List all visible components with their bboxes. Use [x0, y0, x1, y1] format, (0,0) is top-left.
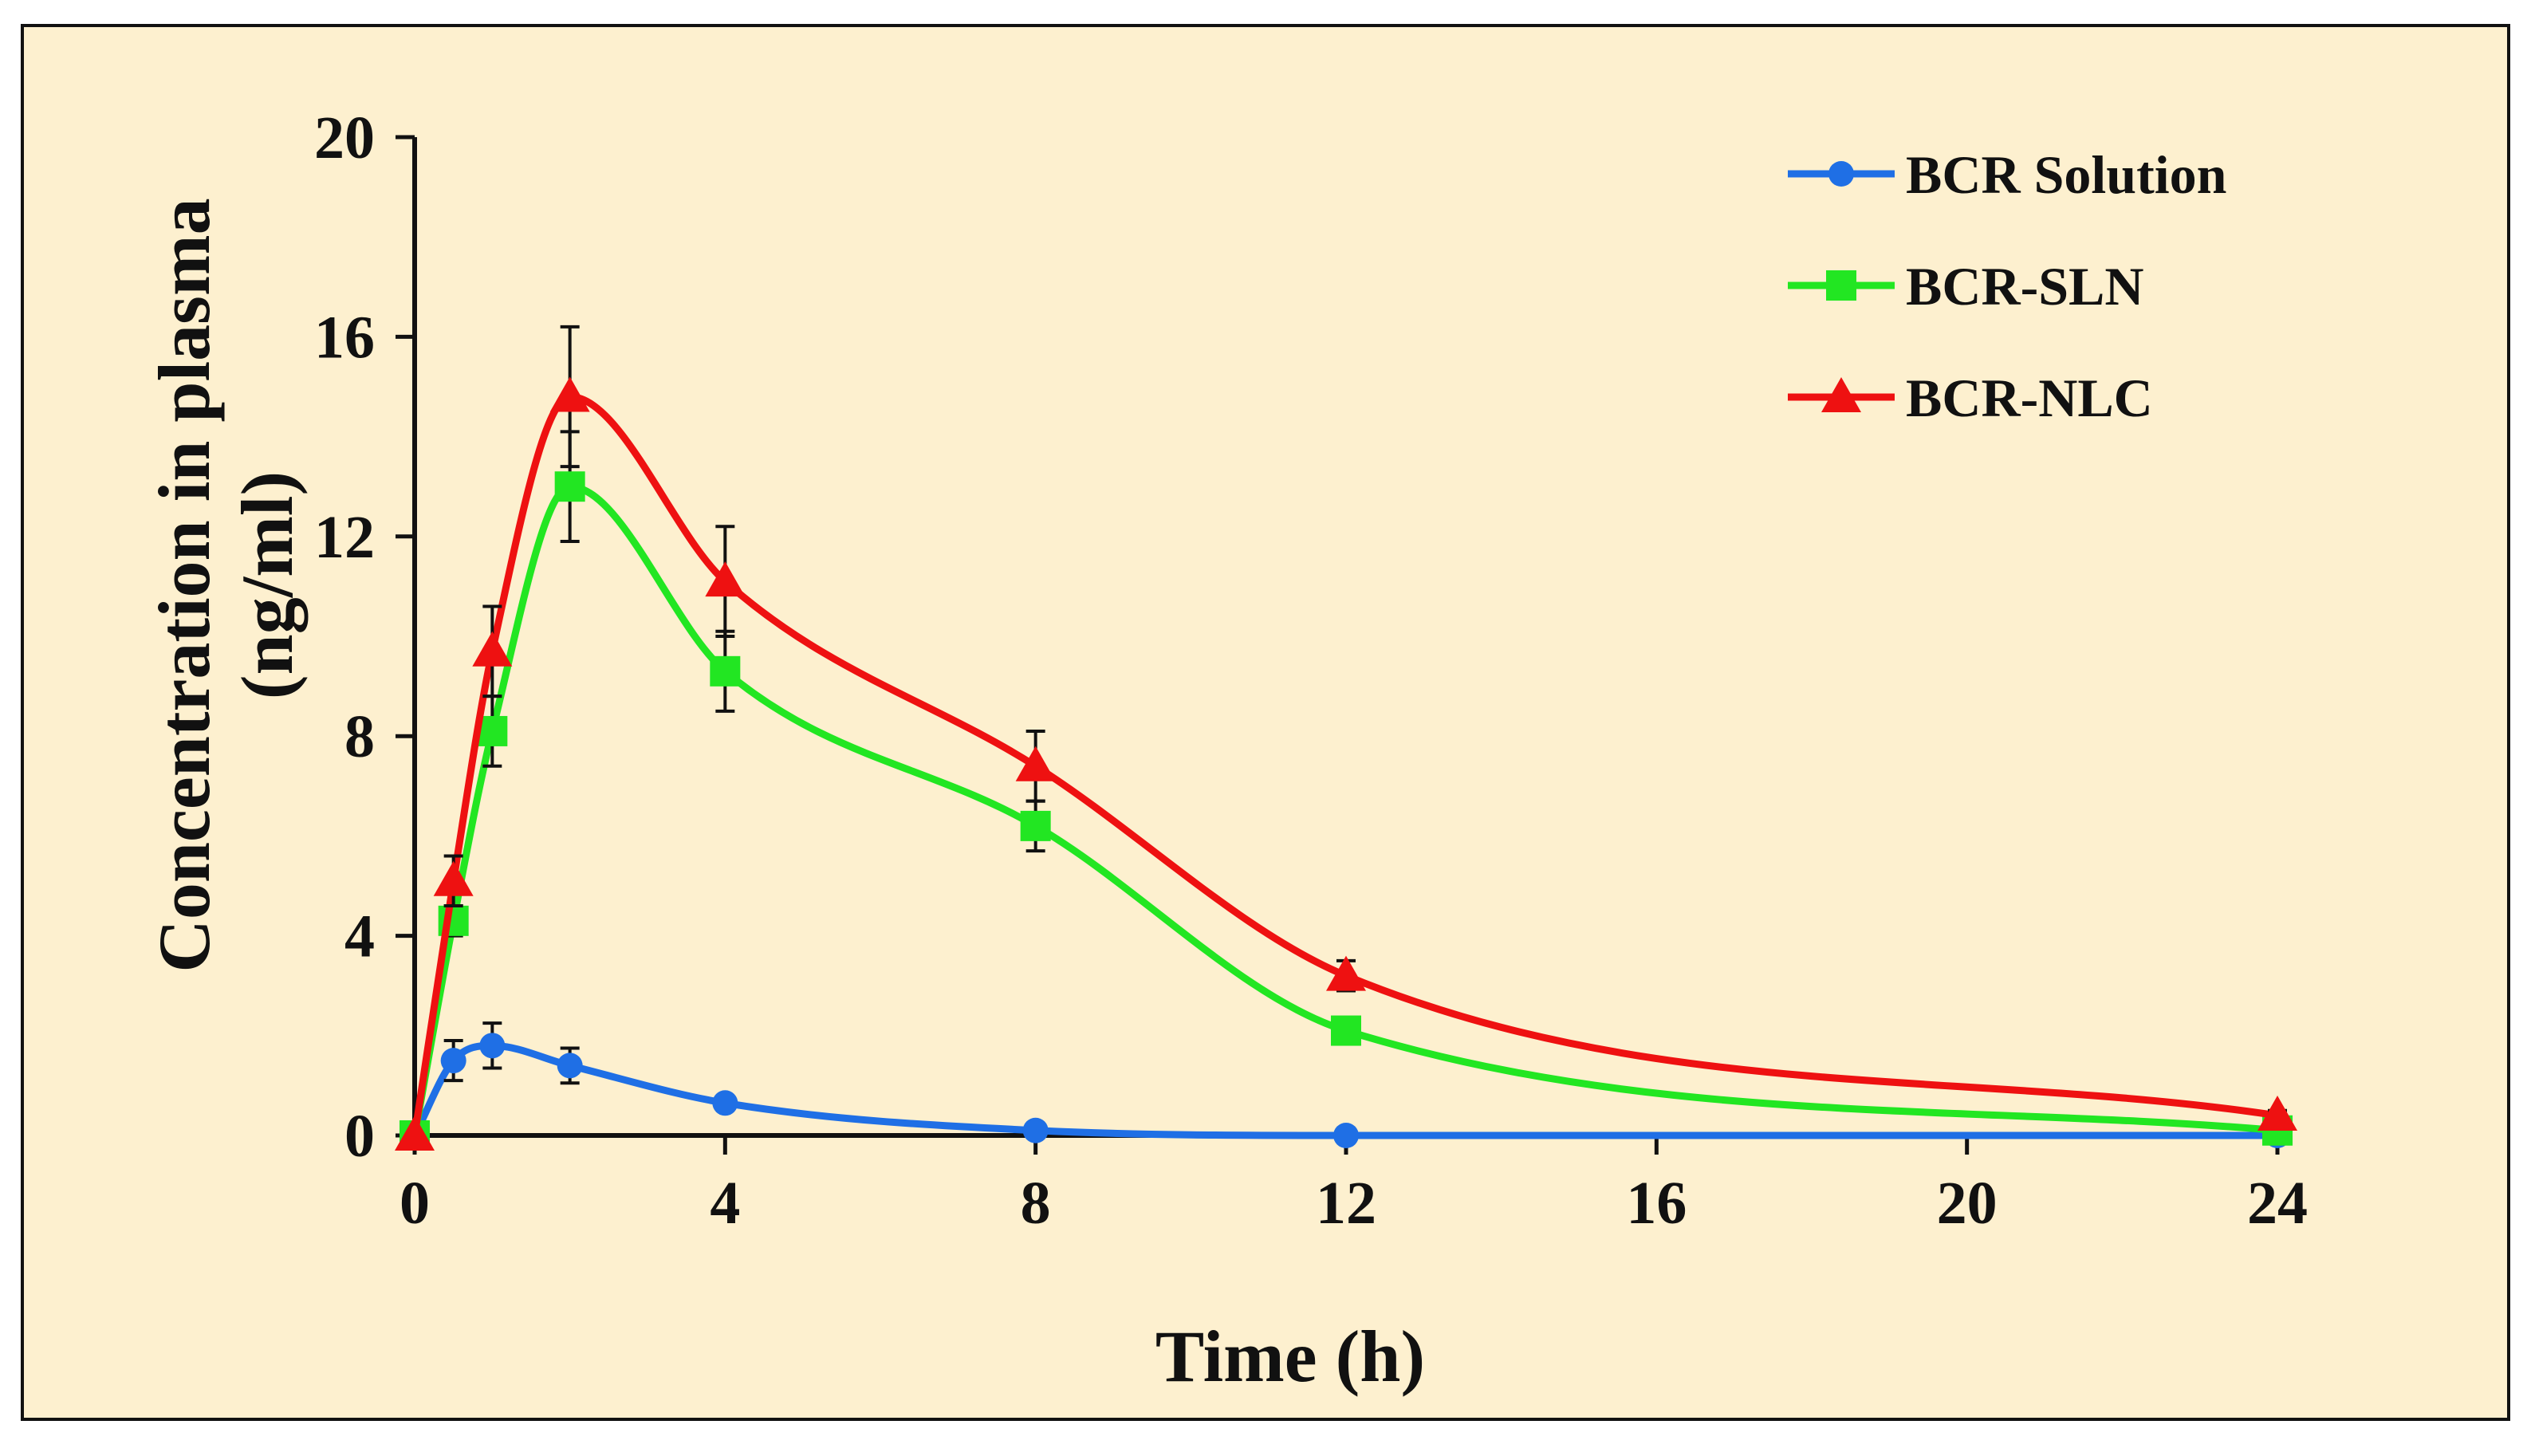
series-bcr-sln: [400, 430, 2293, 1151]
data-point: [1020, 810, 1051, 841]
legend-swatch-marker: [1828, 161, 1854, 187]
data-point: [549, 376, 590, 412]
data-point: [2257, 1095, 2297, 1131]
tick-labels: 0 4 8 12 16 20 0 4 8 12 16 20 24: [314, 104, 2308, 1237]
data-point: [712, 1090, 738, 1116]
y-tick-label: 16: [314, 304, 375, 371]
series-line: [411, 482, 2278, 1136]
data-point: [440, 1048, 466, 1074]
legend-item: BCR Solution: [1788, 144, 2226, 205]
legend: BCR Solution BCR-SLN BCR-NLC: [1788, 144, 2226, 428]
data-point: [1015, 746, 1056, 781]
data-point: [1333, 1123, 1359, 1148]
data-point: [705, 561, 746, 597]
data-point: [1326, 955, 1366, 991]
data-point: [472, 631, 513, 667]
x-tick-label: 0: [400, 1170, 430, 1237]
data-point: [1331, 1015, 1361, 1046]
legend-swatch-marker: [1821, 377, 1861, 412]
y-tick-label: 0: [344, 1103, 375, 1170]
data-point: [395, 1116, 435, 1151]
x-tick-label: 24: [2247, 1170, 2308, 1237]
legend-swatch-marker: [1826, 270, 1856, 301]
x-tick-label: 12: [1316, 1170, 1376, 1237]
x-tick-label: 8: [1021, 1170, 1051, 1237]
y-axis-title-line2: (ng/ml): [226, 471, 308, 699]
y-tick-label: 20: [314, 104, 375, 171]
data-point: [710, 655, 741, 687]
series-layer: [395, 325, 2297, 1151]
y-tick-label: 12: [314, 504, 375, 571]
x-tick-label: 16: [1626, 1170, 1687, 1237]
pk-line-chart: 0 4 8 12 16 20 0 4 8 12 16 20 24 BCR Solution BCR-SLN…: [144, 104, 2308, 1397]
x-tick-label: 4: [710, 1170, 740, 1237]
y-tick-label: 4: [344, 903, 375, 970]
data-point: [554, 471, 585, 502]
legend-label: BCR-NLC: [1906, 368, 2153, 428]
series-bcr-nlc: [395, 325, 2297, 1151]
legend-label: BCR Solution: [1906, 144, 2226, 205]
legend-label: BCR-SLN: [1906, 256, 2144, 317]
data-point: [557, 1053, 583, 1079]
y-tick-label: 8: [344, 703, 375, 770]
data-point: [1022, 1117, 1049, 1143]
x-axis-title: Time (h): [1155, 1316, 1425, 1397]
x-tick-label: 20: [1937, 1170, 1998, 1237]
legend-item: BCR-SLN: [1788, 256, 2144, 317]
chart-frame: 0 4 8 12 16 20 0 4 8 12 16 20 24 BCR Solution BCR-SLN…: [21, 24, 2510, 1421]
y-axis-title-line1: Concentration in plasma: [144, 198, 225, 972]
data-point: [433, 860, 474, 896]
legend-item: BCR-NLC: [1788, 368, 2153, 428]
data-point: [479, 1033, 506, 1059]
